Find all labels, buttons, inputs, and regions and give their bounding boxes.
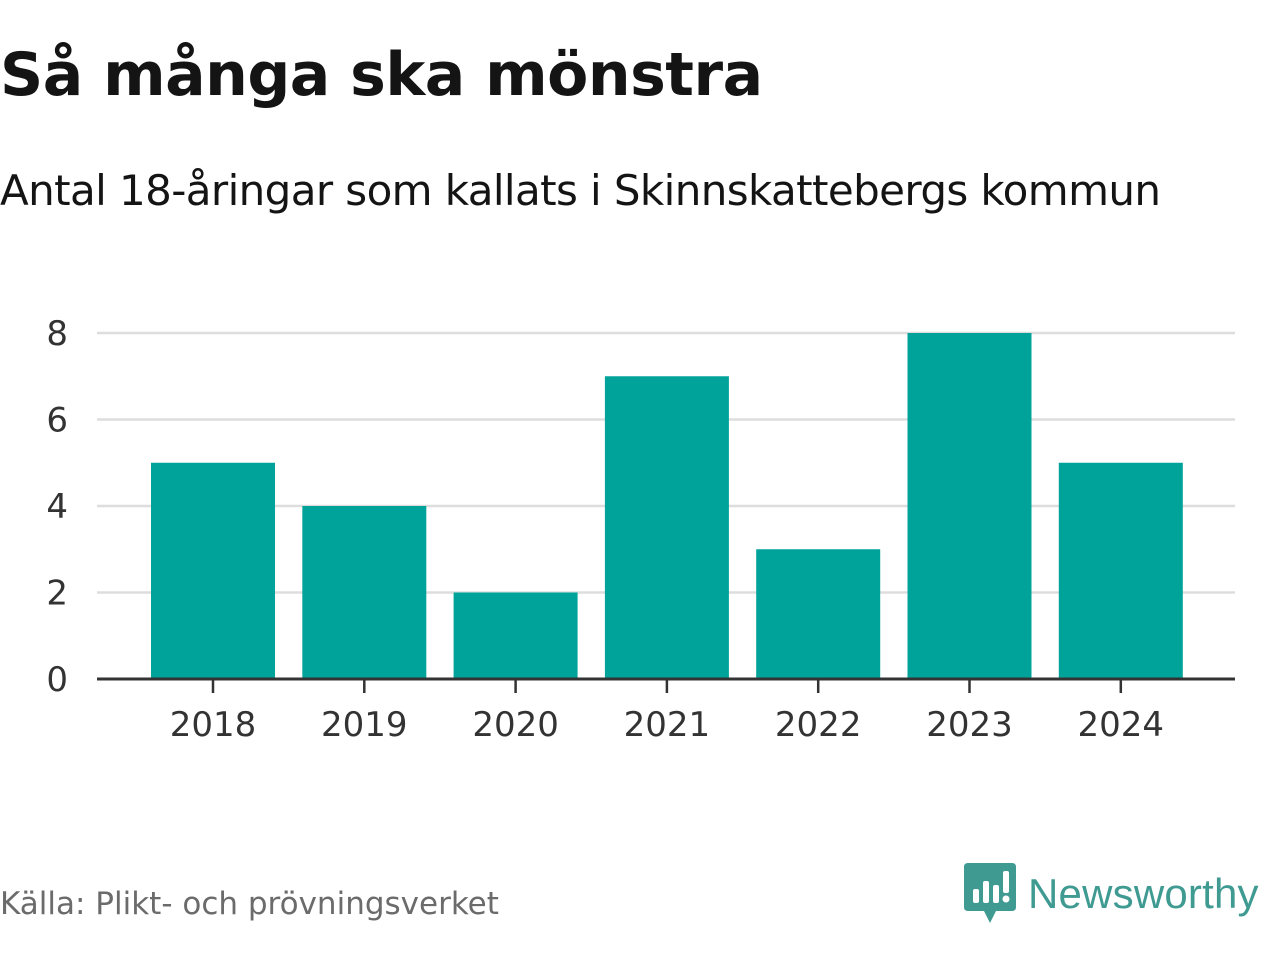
bar-2022 bbox=[756, 549, 881, 679]
axes: 0 2 4 6 8 2018 2019 2020 2021 2022 2023 2024 bbox=[46, 314, 1235, 745]
x-tick-label-2023: 2023 bbox=[926, 705, 1013, 745]
y-tick-label-2: 2 bbox=[46, 574, 68, 614]
y-tick-label-6: 6 bbox=[46, 401, 68, 441]
chart-subtitle: Antal 18-åringar som kallats i Skinnskat… bbox=[0, 166, 1161, 215]
bar-2023 bbox=[907, 333, 1032, 679]
y-tick-label-0: 0 bbox=[46, 660, 68, 700]
y-tick-label-8: 8 bbox=[46, 314, 68, 354]
brand-logo: Newsworthy bbox=[964, 862, 1259, 926]
source-note: Källa: Plikt- och prövningsverket bbox=[0, 886, 499, 922]
x-tick-label-2022: 2022 bbox=[775, 705, 862, 745]
brand-name: Newsworthy bbox=[1028, 870, 1259, 917]
bar-2020 bbox=[453, 592, 578, 679]
chart-title: Så många ska mönstra bbox=[0, 40, 763, 110]
x-tick-label-2024: 2024 bbox=[1078, 705, 1165, 745]
x-tick-label-2018: 2018 bbox=[170, 705, 257, 745]
bar-2019 bbox=[302, 506, 427, 679]
bars bbox=[151, 333, 1183, 679]
x-tick-label-2019: 2019 bbox=[321, 705, 408, 745]
newsworthy-logo-icon bbox=[964, 863, 1016, 923]
x-tick-label-2021: 2021 bbox=[624, 705, 711, 745]
x-tick-label-2020: 2020 bbox=[472, 705, 559, 745]
bar-2018 bbox=[151, 462, 275, 679]
y-tick-label-4: 4 bbox=[46, 487, 68, 527]
bar-2021 bbox=[604, 376, 729, 679]
bar-2024 bbox=[1058, 462, 1183, 679]
